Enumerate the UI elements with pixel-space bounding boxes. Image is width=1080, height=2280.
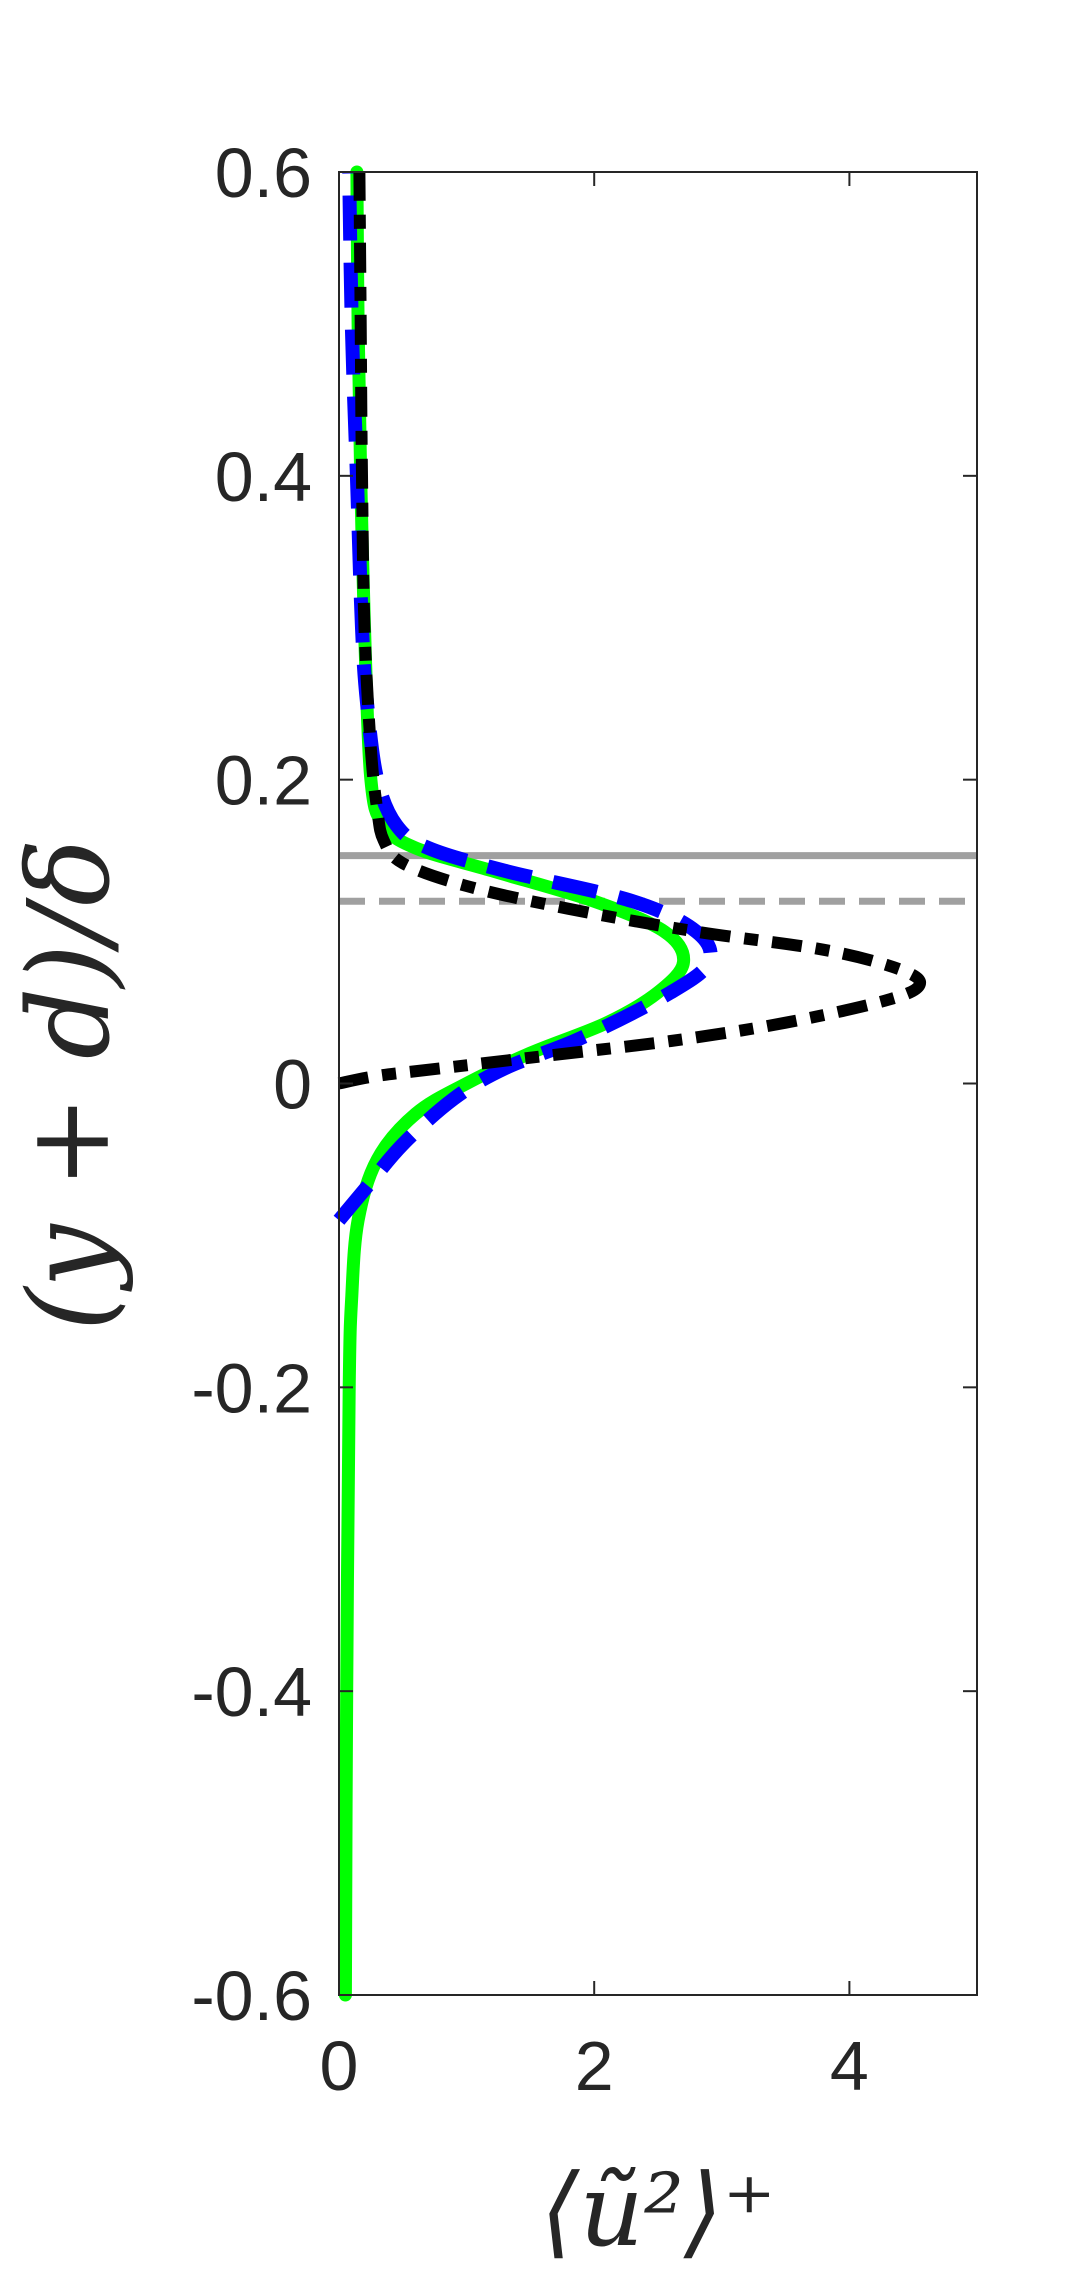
y-tick-label: 0.6 bbox=[215, 134, 312, 212]
x-tick-label: 4 bbox=[830, 2027, 869, 2105]
x-tick-label: 0 bbox=[320, 2027, 359, 2105]
series-lines bbox=[333, 165, 926, 2002]
series-line-1 bbox=[333, 171, 718, 1225]
y-tick-label: -0.4 bbox=[191, 1653, 312, 1731]
x-ticks: 0 2 4 bbox=[320, 172, 869, 2105]
y-tick-label: 0 bbox=[273, 1046, 312, 1124]
y-axis-label: (y + d)/δ bbox=[5, 839, 135, 1332]
x-axis-label: ⟨ũ²⟩⁺ bbox=[540, 2152, 775, 2269]
y-ticks: -0.6 -0.4 -0.2 0 0.2 0.4 0.6 bbox=[191, 134, 977, 2035]
y-tick-label: 0.4 bbox=[215, 438, 312, 516]
plot-frame bbox=[338, 171, 978, 1996]
y-tick-label: -0.6 bbox=[191, 1957, 312, 2035]
x-tick-label: 2 bbox=[575, 2027, 614, 2105]
series-line-2 bbox=[337, 171, 926, 1090]
y-tick-label: 0.2 bbox=[215, 742, 312, 820]
series-line-0 bbox=[338, 165, 691, 2002]
y-tick-label: -0.2 bbox=[191, 1349, 312, 1427]
